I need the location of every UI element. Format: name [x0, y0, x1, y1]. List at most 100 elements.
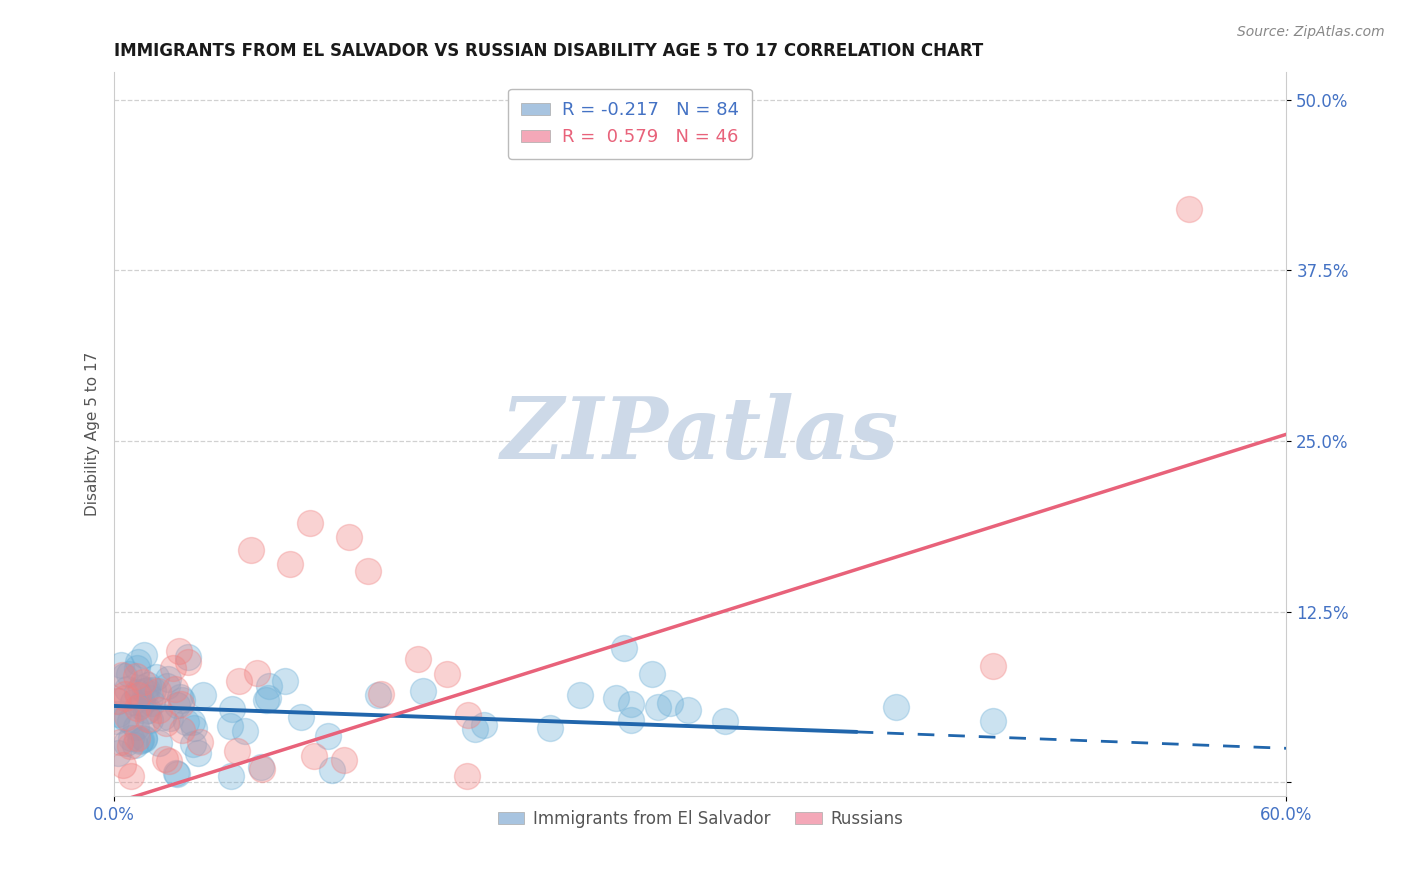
Point	[148, 703, 170, 717]
Point	[221, 701, 243, 715]
Point	[187, 746, 209, 760]
Point	[1178, 202, 1201, 216]
Point	[163, 682, 186, 697]
Point	[191, 688, 214, 702]
Point	[125, 721, 148, 735]
Point	[142, 683, 165, 698]
Point	[337, 530, 360, 544]
Point	[180, 714, 202, 729]
Point	[174, 715, 197, 730]
Point	[457, 708, 479, 723]
Point	[278, 557, 301, 571]
Point	[983, 714, 1005, 728]
Point	[114, 710, 136, 724]
Point	[115, 710, 138, 724]
Legend: Immigrants from El Salvador, Russians: Immigrants from El Salvador, Russians	[491, 804, 910, 835]
Point	[110, 658, 132, 673]
Text: ZIPatlas: ZIPatlas	[502, 392, 900, 476]
Point	[107, 746, 129, 760]
Point	[172, 723, 194, 738]
Point	[569, 688, 592, 702]
Point	[134, 683, 156, 698]
Point	[367, 688, 389, 702]
Point	[129, 698, 152, 713]
Point	[127, 688, 149, 702]
Point	[155, 679, 177, 693]
Point	[436, 667, 458, 681]
Text: IMMIGRANTS FROM EL SALVADOR VS RUSSIAN DISABILITY AGE 5 TO 17 CORRELATION CHART: IMMIGRANTS FROM EL SALVADOR VS RUSSIAN D…	[114, 42, 983, 60]
Point	[884, 700, 907, 714]
Point	[412, 683, 434, 698]
Point	[129, 681, 152, 696]
Point	[166, 767, 188, 781]
Point	[152, 710, 174, 724]
Point	[188, 735, 211, 749]
Point	[111, 668, 134, 682]
Point	[139, 713, 162, 727]
Point	[249, 759, 271, 773]
Point	[134, 731, 156, 745]
Text: Source: ZipAtlas.com: Source: ZipAtlas.com	[1237, 25, 1385, 39]
Point	[131, 732, 153, 747]
Point	[714, 714, 737, 728]
Point	[136, 683, 159, 698]
Point	[129, 733, 152, 747]
Point	[464, 723, 486, 737]
Point	[619, 713, 641, 727]
Point	[125, 685, 148, 699]
Point	[170, 693, 193, 707]
Point	[121, 695, 143, 709]
Point	[159, 711, 181, 725]
Point	[225, 744, 247, 758]
Point	[136, 703, 159, 717]
Point	[124, 738, 146, 752]
Point	[127, 655, 149, 669]
Point	[274, 673, 297, 688]
Point	[221, 769, 243, 783]
Point	[321, 763, 343, 777]
Point	[118, 739, 141, 754]
Point	[183, 721, 205, 735]
Point	[115, 736, 138, 750]
Point	[118, 714, 141, 729]
Point	[177, 649, 200, 664]
Point	[181, 737, 204, 751]
Point	[132, 648, 155, 662]
Point	[114, 687, 136, 701]
Point	[408, 652, 430, 666]
Point	[136, 712, 159, 726]
Point	[139, 690, 162, 705]
Point	[108, 735, 131, 749]
Point	[983, 659, 1005, 673]
Point	[132, 674, 155, 689]
Point	[472, 718, 495, 732]
Point	[169, 690, 191, 704]
Point	[124, 669, 146, 683]
Point	[613, 640, 636, 655]
Point	[127, 731, 149, 745]
Point	[302, 748, 325, 763]
Point	[162, 661, 184, 675]
Point	[135, 704, 157, 718]
Point	[148, 684, 170, 698]
Point	[157, 672, 180, 686]
Point	[120, 769, 142, 783]
Point	[136, 678, 159, 692]
Point	[141, 697, 163, 711]
Point	[131, 696, 153, 710]
Point	[165, 765, 187, 780]
Y-axis label: Disability Age 5 to 17: Disability Age 5 to 17	[86, 352, 100, 516]
Point	[169, 643, 191, 657]
Point	[155, 752, 177, 766]
Point	[239, 543, 262, 558]
Point	[166, 698, 188, 713]
Point	[298, 516, 321, 530]
Point	[647, 699, 669, 714]
Point	[148, 736, 170, 750]
Point	[107, 694, 129, 708]
Point	[290, 710, 312, 724]
Point	[155, 716, 177, 731]
Point	[619, 698, 641, 712]
Point	[105, 714, 128, 729]
Point	[107, 707, 129, 722]
